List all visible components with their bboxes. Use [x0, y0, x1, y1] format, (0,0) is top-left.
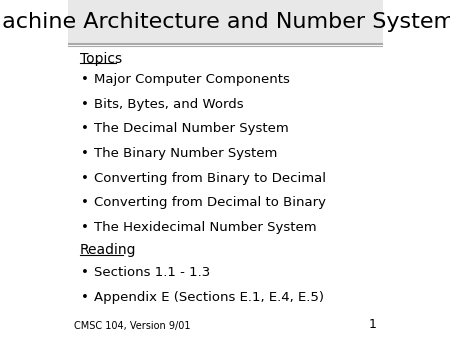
Text: •: •	[81, 147, 89, 160]
Text: •: •	[81, 122, 89, 135]
Text: Sections 1.1 - 1.3: Sections 1.1 - 1.3	[94, 266, 211, 279]
Text: The Binary Number System: The Binary Number System	[94, 147, 278, 160]
Text: Reading: Reading	[80, 243, 137, 258]
Text: •: •	[81, 291, 89, 304]
Text: •: •	[81, 221, 89, 234]
Text: Converting from Decimal to Binary: Converting from Decimal to Binary	[94, 196, 326, 209]
Text: •: •	[81, 98, 89, 111]
Text: Machine Architecture and Number Systems: Machine Architecture and Number Systems	[0, 12, 450, 32]
Text: CMSC 104, Version 9/01: CMSC 104, Version 9/01	[74, 321, 190, 331]
Text: Converting from Binary to Decimal: Converting from Binary to Decimal	[94, 172, 326, 185]
Text: Major Computer Components: Major Computer Components	[94, 73, 290, 86]
Text: Topics: Topics	[80, 52, 122, 66]
Text: Appendix E (Sections E.1, E.4, E.5): Appendix E (Sections E.1, E.4, E.5)	[94, 291, 324, 304]
Text: •: •	[81, 172, 89, 185]
Text: •: •	[81, 266, 89, 279]
FancyBboxPatch shape	[68, 0, 382, 44]
Text: •: •	[81, 196, 89, 209]
Text: The Hexidecimal Number System: The Hexidecimal Number System	[94, 221, 317, 234]
Text: •: •	[81, 73, 89, 86]
Text: The Decimal Number System: The Decimal Number System	[94, 122, 289, 135]
Text: Bits, Bytes, and Words: Bits, Bytes, and Words	[94, 98, 244, 111]
Text: 1: 1	[368, 318, 376, 331]
